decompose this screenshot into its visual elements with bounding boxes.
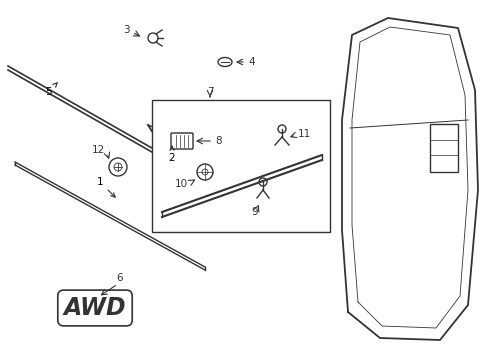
Text: 9: 9 [251,207,258,217]
Text: 4: 4 [247,57,254,67]
FancyBboxPatch shape [171,133,193,149]
Bar [152,100,329,232]
Text: 12: 12 [92,145,105,155]
Text: 10: 10 [175,179,187,189]
Text: 8: 8 [215,136,221,146]
Text: 7: 7 [206,87,213,97]
Text: 2: 2 [168,146,175,163]
Text: 6: 6 [117,273,123,283]
Bar [429,124,457,172]
Text: 3: 3 [123,25,130,35]
Text: 5: 5 [44,83,57,97]
Text: AWD: AWD [63,296,126,320]
Text: 1: 1 [97,177,115,197]
Text: 11: 11 [297,129,311,139]
